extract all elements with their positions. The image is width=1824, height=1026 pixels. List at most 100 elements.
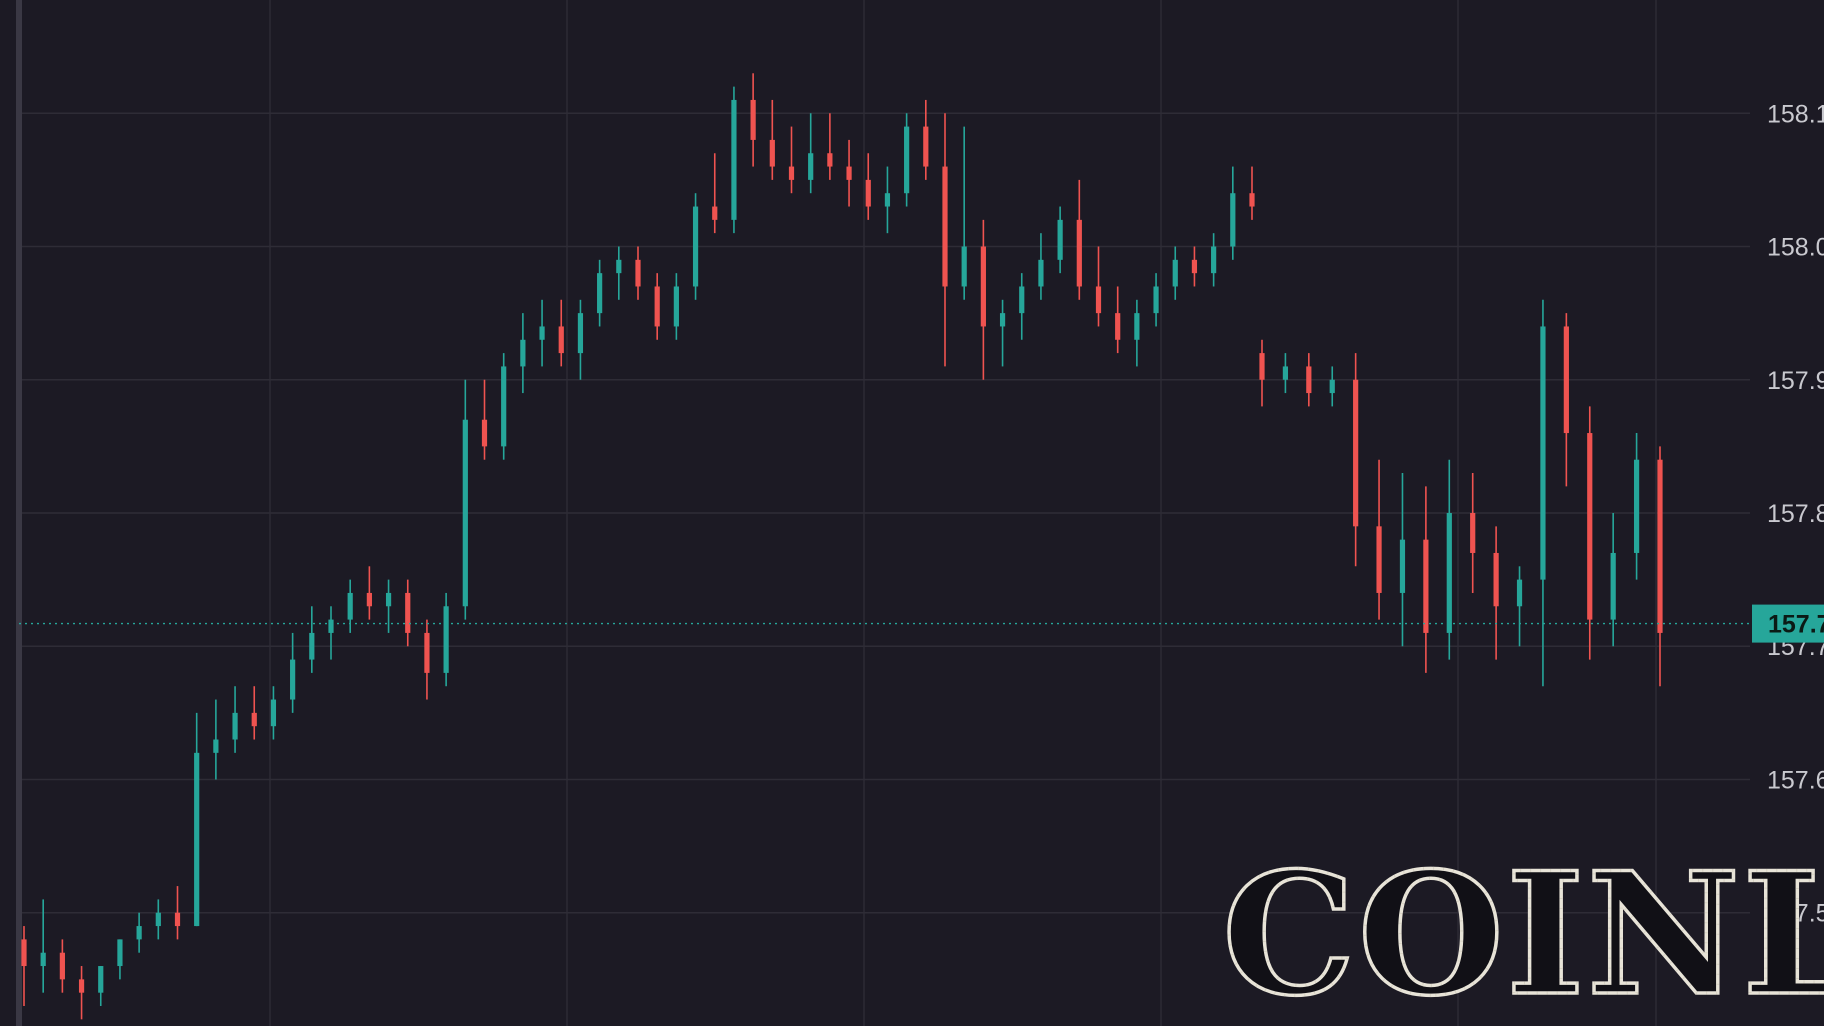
candle-body [174, 912, 181, 927]
candle-body [462, 419, 468, 607]
candle-body [232, 712, 238, 740]
candle-body [999, 313, 1006, 327]
candle-body [923, 126, 929, 167]
svg-text:COINLYT: COINLYT [1222, 835, 1824, 1026]
candle [1230, 166, 1236, 260]
last-price-marker: 157.7 [19, 604, 1824, 643]
candle-body [1563, 326, 1569, 434]
y-tick-label: 157.5 [1767, 900, 1824, 928]
candle-body [1230, 193, 1236, 247]
candle-body [194, 752, 200, 927]
candle-body [501, 366, 507, 447]
candle-body [1306, 366, 1312, 394]
grid [19, 0, 1750, 1026]
candle [769, 99, 775, 180]
candle-body [1134, 313, 1140, 340]
candle-body [117, 939, 123, 967]
candle [1587, 406, 1593, 660]
candle-body [827, 153, 833, 167]
candle-body [59, 952, 65, 980]
candle [1540, 299, 1546, 687]
candle [539, 299, 545, 367]
candle-body [712, 206, 718, 220]
candle [597, 259, 603, 327]
candle [347, 579, 353, 633]
candle-body [405, 592, 411, 633]
candle [692, 193, 699, 300]
candle [1376, 459, 1382, 620]
candle-body [443, 606, 449, 673]
candle-body [385, 592, 392, 607]
candle [1191, 246, 1198, 287]
candle-body [40, 952, 46, 967]
candle [251, 686, 257, 740]
candle [1249, 166, 1255, 220]
candle [999, 299, 1006, 367]
candle-body [1076, 219, 1082, 287]
candle [1019, 273, 1025, 340]
candle [1423, 486, 1429, 673]
candle-body [980, 246, 986, 327]
candle [21, 926, 27, 1007]
candle [961, 126, 967, 300]
candle-body [1019, 286, 1025, 314]
candle-body [558, 326, 564, 354]
candle-body [1633, 459, 1640, 553]
candle-body [769, 139, 775, 167]
candle [865, 153, 871, 220]
candle [481, 379, 488, 460]
candle [1633, 433, 1640, 580]
candle [750, 73, 756, 167]
candle [385, 579, 392, 633]
candle-body [846, 166, 852, 180]
candle-body [1610, 552, 1616, 620]
candle-body [597, 273, 603, 314]
candle [1446, 459, 1452, 660]
candle-body [539, 326, 545, 340]
candle-body [635, 259, 641, 287]
candle [731, 86, 737, 234]
candle [846, 139, 852, 207]
candle-body [1282, 366, 1289, 380]
candle-body [270, 699, 277, 727]
candle [923, 99, 929, 180]
y-tick-label: 157.6 [1767, 766, 1824, 794]
candle [788, 126, 795, 194]
candle-body [1470, 513, 1476, 553]
candle-body [884, 193, 891, 207]
candle-body [942, 166, 948, 287]
candle [366, 566, 372, 620]
candle [1153, 273, 1159, 327]
candle-body [1095, 286, 1102, 314]
candle-body [251, 712, 257, 727]
candle-body [520, 339, 526, 367]
candle-body [78, 979, 85, 993]
candle-body [904, 126, 910, 194]
candle-body [1353, 379, 1359, 527]
candle-body [1153, 286, 1159, 314]
candle-body [616, 259, 622, 274]
candle [443, 592, 449, 687]
candle [654, 273, 660, 340]
candle-body [424, 632, 430, 673]
candle [501, 353, 507, 460]
candle-body [731, 99, 737, 220]
candle [827, 113, 833, 180]
candle-body [1115, 313, 1121, 340]
candle [558, 299, 564, 367]
candle [424, 619, 430, 700]
candle [328, 606, 334, 660]
candle [1610, 513, 1616, 647]
candle-body [808, 153, 814, 180]
candle-body [692, 206, 699, 287]
candle [213, 699, 219, 780]
candle [1172, 246, 1178, 300]
candle-body [98, 966, 104, 993]
candle [462, 379, 468, 620]
candle [78, 966, 85, 1020]
candle [1516, 566, 1523, 647]
candle-body [654, 286, 660, 327]
candle [136, 912, 142, 953]
